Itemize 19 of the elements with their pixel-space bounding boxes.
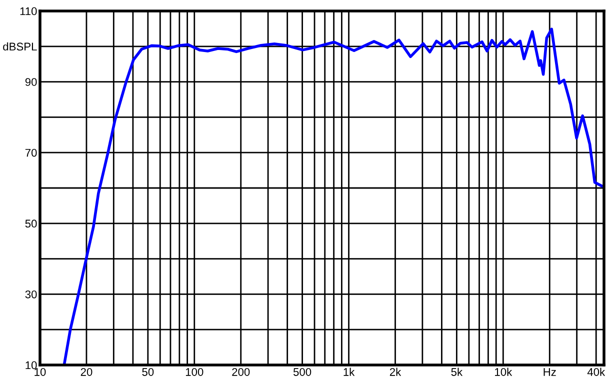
x-tick-label: 200	[232, 368, 250, 376]
x-tick-label: 500	[293, 368, 312, 376]
x-tick-label: 100	[186, 368, 204, 376]
x-tick-label: 5k	[451, 368, 463, 376]
x-tick-label: 40k	[587, 368, 606, 376]
y-tick-label: dBSPL	[3, 42, 37, 51]
x-tick-label: 10k	[495, 368, 512, 376]
y-tick-label: 10	[26, 361, 37, 370]
y-tick-label: 110	[20, 7, 37, 16]
x-tick-label: 20	[80, 368, 92, 376]
x-tick-label: 2k	[390, 368, 402, 376]
x-tick-label: 10	[34, 368, 46, 376]
x-tick-label: 50	[142, 368, 154, 376]
y-tick-label: 90	[25, 78, 37, 86]
x-tick-label: 1k	[344, 368, 355, 376]
y-tick-label: 50	[25, 220, 37, 228]
x-tick-label: Hz	[544, 368, 556, 376]
y-tick-label: 70	[25, 148, 37, 157]
y-tick-label: 30	[25, 290, 37, 298]
